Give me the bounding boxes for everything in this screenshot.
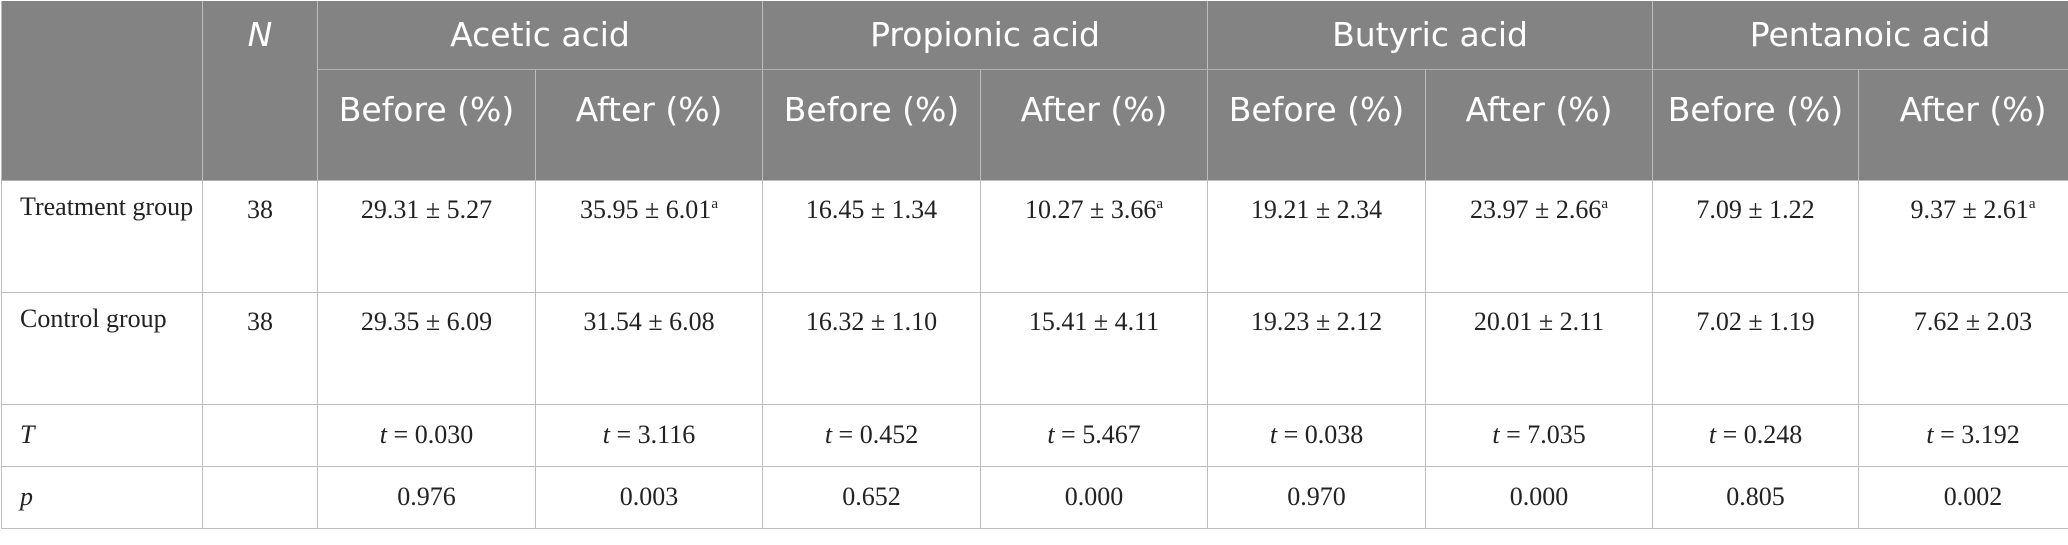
t-cell: t = 7.035 [1426,405,1653,467]
t-cell: t = 5.467 [981,405,1208,467]
n-cell: 38 [203,293,318,405]
p-cell: 0.652 [763,467,981,529]
n-cell: 38 [203,181,318,293]
after-header: After (%) [1859,70,2068,181]
t-cell: t = 0.248 [1653,405,1859,467]
after-header: After (%) [536,70,763,181]
before-header: Before (%) [1653,70,1859,181]
significance-mark: a [2029,196,2036,212]
significance-mark: a [1601,196,1608,212]
after-header: After (%) [1426,70,1653,181]
value-cell: 7.62 ± 2.03 [1859,293,2068,405]
group-header-propionic: Propionic acid [763,1,1208,70]
table-row-treatment: Treatment group 38 29.31 ± 5.27 35.95 ± … [2,181,2068,293]
row-label: Treatment group [2,181,203,293]
value-cell: 19.21 ± 2.34 [1208,181,1426,293]
table-row-t: T t = 0.030 t = 3.116 t = 0.452 t = 5.46… [2,405,2068,467]
p-cell: 0.003 [536,467,763,529]
t-cell: t = 0.452 [763,405,981,467]
empty-cell [203,467,318,529]
value-cell: 20.01 ± 2.11 [1426,293,1653,405]
value-cell: 19.23 ± 2.12 [1208,293,1426,405]
group-header-acetic: Acetic acid [318,1,763,70]
value-cell: 29.31 ± 5.27 [318,181,536,293]
row-label: Control group [2,293,203,405]
group-header-butyric: Butyric acid [1208,1,1653,70]
p-cell: 0.970 [1208,467,1426,529]
table-row-control: Control group 38 29.35 ± 6.09 31.54 ± 6.… [2,293,2068,405]
value-cell: 10.27 ± 3.66a [981,181,1208,293]
after-header: After (%) [981,70,1208,181]
n-header: N [203,1,318,181]
before-header: Before (%) [1208,70,1426,181]
value-cell: 7.09 ± 1.22 [1653,181,1859,293]
value-cell: 15.41 ± 4.11 [981,293,1208,405]
t-cell: t = 0.038 [1208,405,1426,467]
value-cell: 29.35 ± 6.09 [318,293,536,405]
header-row-groups: N Acetic acid Propionic acid Butyric aci… [2,1,2068,70]
corner-cell [2,1,203,181]
group-header-pentanoic: Pentanoic acid [1653,1,2068,70]
value-cell: 16.32 ± 1.10 [763,293,981,405]
p-cell: 0.000 [981,467,1208,529]
p-cell: 0.000 [1426,467,1653,529]
before-header: Before (%) [318,70,536,181]
t-cell: t = 3.116 [536,405,763,467]
t-cell: t = 3.192 [1859,405,2068,467]
value-cell: 23.97 ± 2.66a [1426,181,1653,293]
value-cell: 31.54 ± 6.08 [536,293,763,405]
value-cell: 35.95 ± 6.01a [536,181,763,293]
table-row-p: p 0.976 0.003 0.652 0.000 0.970 0.000 0.… [2,467,2068,529]
row-label: p [2,467,203,529]
scfa-table: N Acetic acid Propionic acid Butyric aci… [1,1,2068,529]
t-cell: t = 0.030 [318,405,536,467]
value-cell: 16.45 ± 1.34 [763,181,981,293]
before-header: Before (%) [763,70,981,181]
value-cell: 7.02 ± 1.19 [1653,293,1859,405]
p-cell: 0.002 [1859,467,2068,529]
significance-mark: a [711,196,718,212]
row-label: T [2,405,203,467]
p-cell: 0.976 [318,467,536,529]
significance-mark: a [1156,196,1163,212]
value-cell: 9.37 ± 2.61a [1859,181,2068,293]
p-cell: 0.805 [1653,467,1859,529]
empty-cell [203,405,318,467]
